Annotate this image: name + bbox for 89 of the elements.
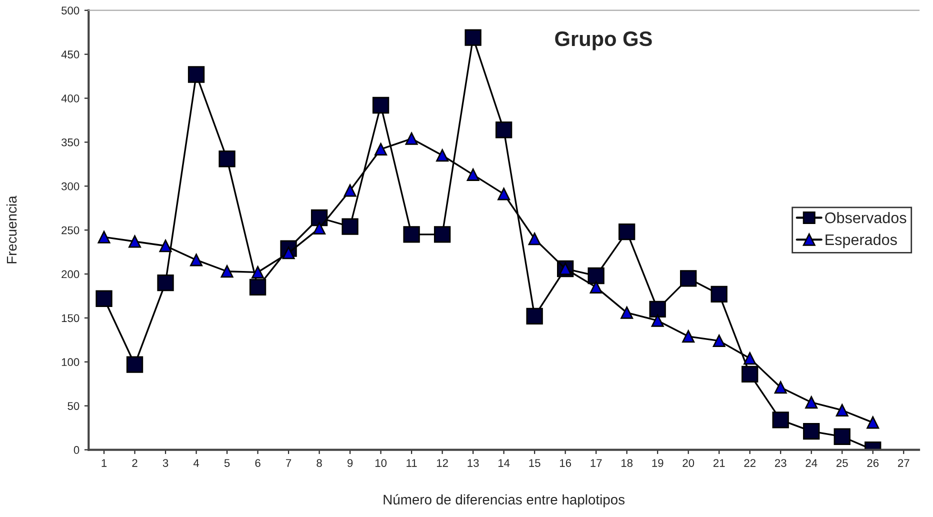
x-tick-label: 14 (498, 459, 510, 467)
x-tick-label: 18 (622, 459, 633, 467)
point (190, 254, 203, 266)
point (805, 396, 818, 409)
x-tick-label: 7 (286, 459, 292, 467)
x-tick-label: 15 (529, 459, 540, 467)
point (803, 423, 820, 440)
point (466, 168, 480, 181)
x-axis-title: Número de diferencias entre haplotipos (384, 494, 625, 508)
y-tick-label: 400 (61, 94, 80, 102)
point (744, 352, 756, 365)
point (495, 122, 512, 138)
point (313, 222, 326, 235)
point (588, 267, 604, 284)
point (680, 270, 697, 287)
x-tick-label: 20 (682, 459, 694, 467)
point (682, 330, 695, 343)
y-tick-label: 300 (61, 182, 80, 190)
x-tick-label: 4 (193, 459, 200, 467)
x-tick-label: 12 (436, 459, 448, 467)
point (651, 314, 664, 327)
x-tick-label: 27 (898, 459, 910, 467)
point (372, 96, 390, 114)
y-tick-label: 500 (62, 6, 80, 14)
x-tick-label: 8 (316, 459, 322, 467)
point (157, 274, 174, 292)
x-tick-label: 24 (806, 459, 818, 467)
x-tick-label: 2 (132, 459, 138, 467)
point (834, 428, 850, 445)
point (528, 232, 541, 246)
point (128, 235, 142, 248)
point (649, 300, 666, 318)
point (712, 334, 726, 348)
point (188, 66, 205, 83)
x-tick-label: 3 (162, 459, 168, 467)
y-axis-title: Frecuencia (6, 196, 17, 264)
x-tick-label: 26 (867, 459, 879, 467)
x-tick-label: 21 (713, 459, 725, 467)
x-tick-label: 6 (255, 459, 260, 467)
point (772, 412, 789, 428)
point (866, 416, 880, 429)
x-tick-label: 23 (774, 459, 786, 467)
point (405, 132, 418, 145)
point (618, 223, 636, 240)
point (526, 308, 543, 325)
x-tick-label: 11 (406, 459, 417, 467)
legend-label: Esperados (826, 234, 897, 248)
y-tick-label: 250 (62, 226, 80, 234)
x-tick-label: 19 (652, 459, 664, 467)
point (218, 150, 236, 168)
point (342, 218, 358, 235)
x-tick-label: 17 (590, 459, 602, 467)
y-tick-label: 0 (74, 446, 80, 454)
y-tick-label: 100 (62, 358, 80, 366)
point (249, 278, 266, 296)
x-tick-label: 10 (375, 459, 387, 467)
x-tick-label: 13 (468, 459, 479, 467)
y-tick-label: 450 (61, 50, 80, 58)
point (96, 290, 112, 307)
y-tick-label: 150 (62, 314, 80, 322)
point (98, 230, 110, 244)
x-tick-label: 16 (560, 459, 572, 467)
y-tick-label: 200 (62, 270, 80, 278)
point (126, 356, 144, 373)
point (774, 381, 787, 394)
point (620, 306, 634, 319)
x-tick-label: 9 (347, 459, 353, 467)
y-tick-label: 350 (61, 138, 80, 146)
point (434, 226, 451, 243)
x-tick-label: 5 (224, 459, 230, 467)
point (344, 184, 356, 197)
point (220, 265, 234, 278)
point (436, 149, 449, 162)
point (159, 240, 172, 252)
x-tick-label: 25 (836, 459, 848, 467)
x-tick-label: 1 (102, 459, 107, 467)
point (498, 188, 510, 200)
point (742, 366, 758, 383)
point (374, 142, 388, 156)
point (836, 404, 848, 416)
point (403, 226, 420, 243)
y-tick-label: 50 (68, 402, 80, 410)
x-tick-label: 22 (744, 459, 756, 467)
legend-label: Observados (825, 212, 906, 224)
point (252, 266, 264, 279)
point (464, 29, 482, 46)
point (590, 280, 602, 294)
point (710, 286, 728, 303)
text: Grupo GS (555, 31, 652, 50)
